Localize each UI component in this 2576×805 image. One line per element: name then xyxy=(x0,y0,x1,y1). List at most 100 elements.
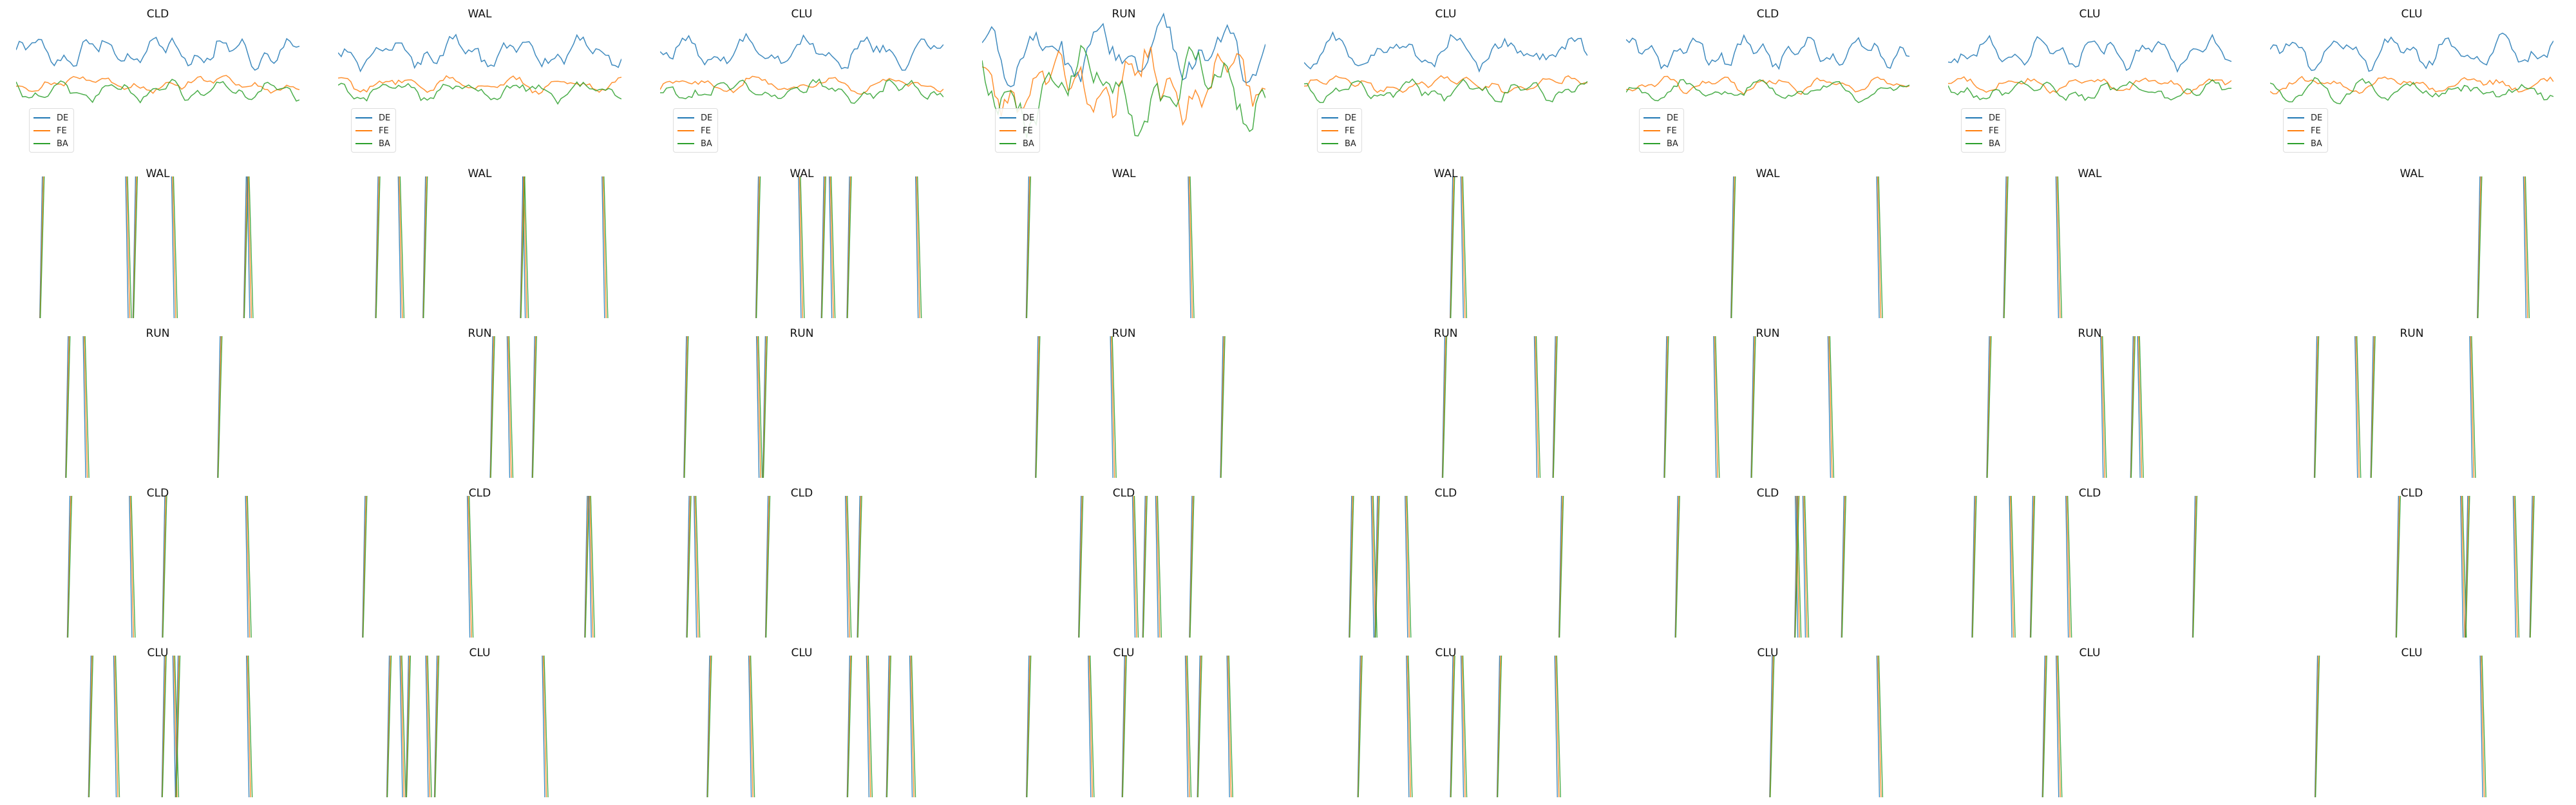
series-line-ba xyxy=(67,495,73,638)
legend-swatch xyxy=(33,143,50,144)
subplot-panel: WAL xyxy=(2270,160,2576,319)
subplot-panel: CLD xyxy=(16,479,338,639)
legend-label: FE xyxy=(2311,126,2321,136)
series-line-de xyxy=(2512,495,2517,638)
series-line-fe xyxy=(867,655,871,798)
subplot-plot-area xyxy=(2313,336,2476,478)
legend-label: BA xyxy=(1345,138,1356,149)
series-line-de xyxy=(2137,336,2141,478)
series-line-ba xyxy=(490,336,495,478)
legend-label: DE xyxy=(1023,113,1035,123)
series-line-de xyxy=(693,495,697,638)
subplot-panel: CLD xyxy=(338,479,660,639)
series-line-de xyxy=(82,336,86,478)
series-line-ba xyxy=(1197,655,1202,798)
series-line-ba xyxy=(249,176,254,319)
series-line-fe xyxy=(16,75,299,94)
legend: DE FE BA xyxy=(1317,108,1363,153)
series-line-fe xyxy=(1406,655,1412,798)
series-line-ba xyxy=(1553,336,1558,478)
series-line-ba xyxy=(532,336,537,478)
series-line-ba xyxy=(1462,176,1468,319)
series-line-fe xyxy=(1461,176,1466,319)
series-line-ba xyxy=(1375,495,1380,638)
legend-swatch xyxy=(1643,130,1660,131)
subplot-title: CLU xyxy=(147,647,169,659)
subplot-title: RUN xyxy=(790,327,814,340)
series-line-de xyxy=(542,655,545,798)
subplot-panel: CLU xyxy=(982,639,1304,799)
subplot-panel: CLU xyxy=(2270,639,2576,799)
series-line-de xyxy=(1460,655,1464,798)
series-line-fe xyxy=(1088,655,1094,798)
series-line-de xyxy=(466,495,471,638)
series-line-ba xyxy=(406,655,412,798)
series-line-fe xyxy=(1186,655,1190,798)
series-line-ba xyxy=(916,176,922,319)
series-line-fe xyxy=(829,176,834,319)
series-line-ba xyxy=(427,655,432,798)
legend: DE FE BA xyxy=(1639,108,1685,153)
series-line-de xyxy=(113,655,117,798)
subplot-title: RUN xyxy=(1112,8,1136,21)
legend-label: BA xyxy=(379,138,390,149)
legend-swatch xyxy=(1643,143,1660,144)
series-line-ba xyxy=(399,176,405,319)
series-line-de xyxy=(1370,495,1374,638)
subplot-panel: RUN xyxy=(660,319,982,479)
series-line-de xyxy=(2065,495,2069,638)
series-line-ba xyxy=(765,495,771,638)
series-line-de xyxy=(2460,495,2464,638)
series-line-fe xyxy=(1133,495,1137,638)
legend-swatch xyxy=(2287,130,2304,131)
legend: DE FE BA xyxy=(2283,108,2329,153)
series-line-ba xyxy=(173,176,178,319)
legend: DE FE BA xyxy=(29,108,75,153)
subplot-plot-area xyxy=(489,336,537,478)
subplot-panel: CLU DE FE BA xyxy=(1948,0,2270,160)
subplot-title: CLD xyxy=(146,8,169,21)
series-line-de xyxy=(247,176,251,319)
series-line-de xyxy=(1405,495,1408,638)
legend-label: DE xyxy=(2311,113,2323,123)
series-line-fe xyxy=(1877,655,1882,798)
subplot-title: CLU xyxy=(1435,8,1457,21)
series-line-fe xyxy=(2137,336,2143,478)
series-line-ba xyxy=(1358,655,1363,798)
series-line-ba xyxy=(2356,336,2362,478)
series-line-ba xyxy=(2130,336,2136,478)
series-line-fe xyxy=(1626,75,1909,95)
series-line-ba xyxy=(131,495,136,638)
series-line-de xyxy=(245,655,250,798)
legend-label: FE xyxy=(57,126,67,136)
legend-item: FE xyxy=(33,124,68,137)
legend-label: FE xyxy=(1989,126,1999,136)
series-line-fe xyxy=(1877,176,1882,319)
series-line-ba xyxy=(1133,495,1139,638)
series-line-de xyxy=(1155,495,1159,638)
legend-item: BA xyxy=(1965,137,2000,150)
series-line-fe xyxy=(757,336,761,478)
legend-swatch xyxy=(999,117,1016,118)
series-line-de xyxy=(2009,495,2012,638)
series-line-ba xyxy=(2371,336,2376,478)
series-line-ba xyxy=(2530,495,2535,638)
series-line-ba xyxy=(755,176,761,319)
series-line-fe xyxy=(1714,336,1719,478)
subplot-panel: CLU xyxy=(1948,639,2270,799)
subplot-plot-area xyxy=(1441,336,1558,478)
subplot-title: CLD xyxy=(2400,487,2423,500)
series-line-ba xyxy=(1304,78,1587,103)
subplot-plot-area xyxy=(1026,655,1233,798)
subplot-plot-area xyxy=(1626,33,1909,104)
series-line-ba xyxy=(1972,495,1977,638)
legend: DE FE BA xyxy=(1961,108,2007,153)
subplot-title: RUN xyxy=(1434,327,1458,340)
subplot-plot-area xyxy=(2477,176,2530,319)
series-line-fe xyxy=(507,336,512,478)
subplot-title: WAL xyxy=(1112,167,1136,180)
subplot-plot-area xyxy=(686,495,862,638)
series-line-ba xyxy=(175,655,181,798)
series-line-ba xyxy=(1189,176,1195,319)
legend-item: FE xyxy=(1643,124,1678,137)
